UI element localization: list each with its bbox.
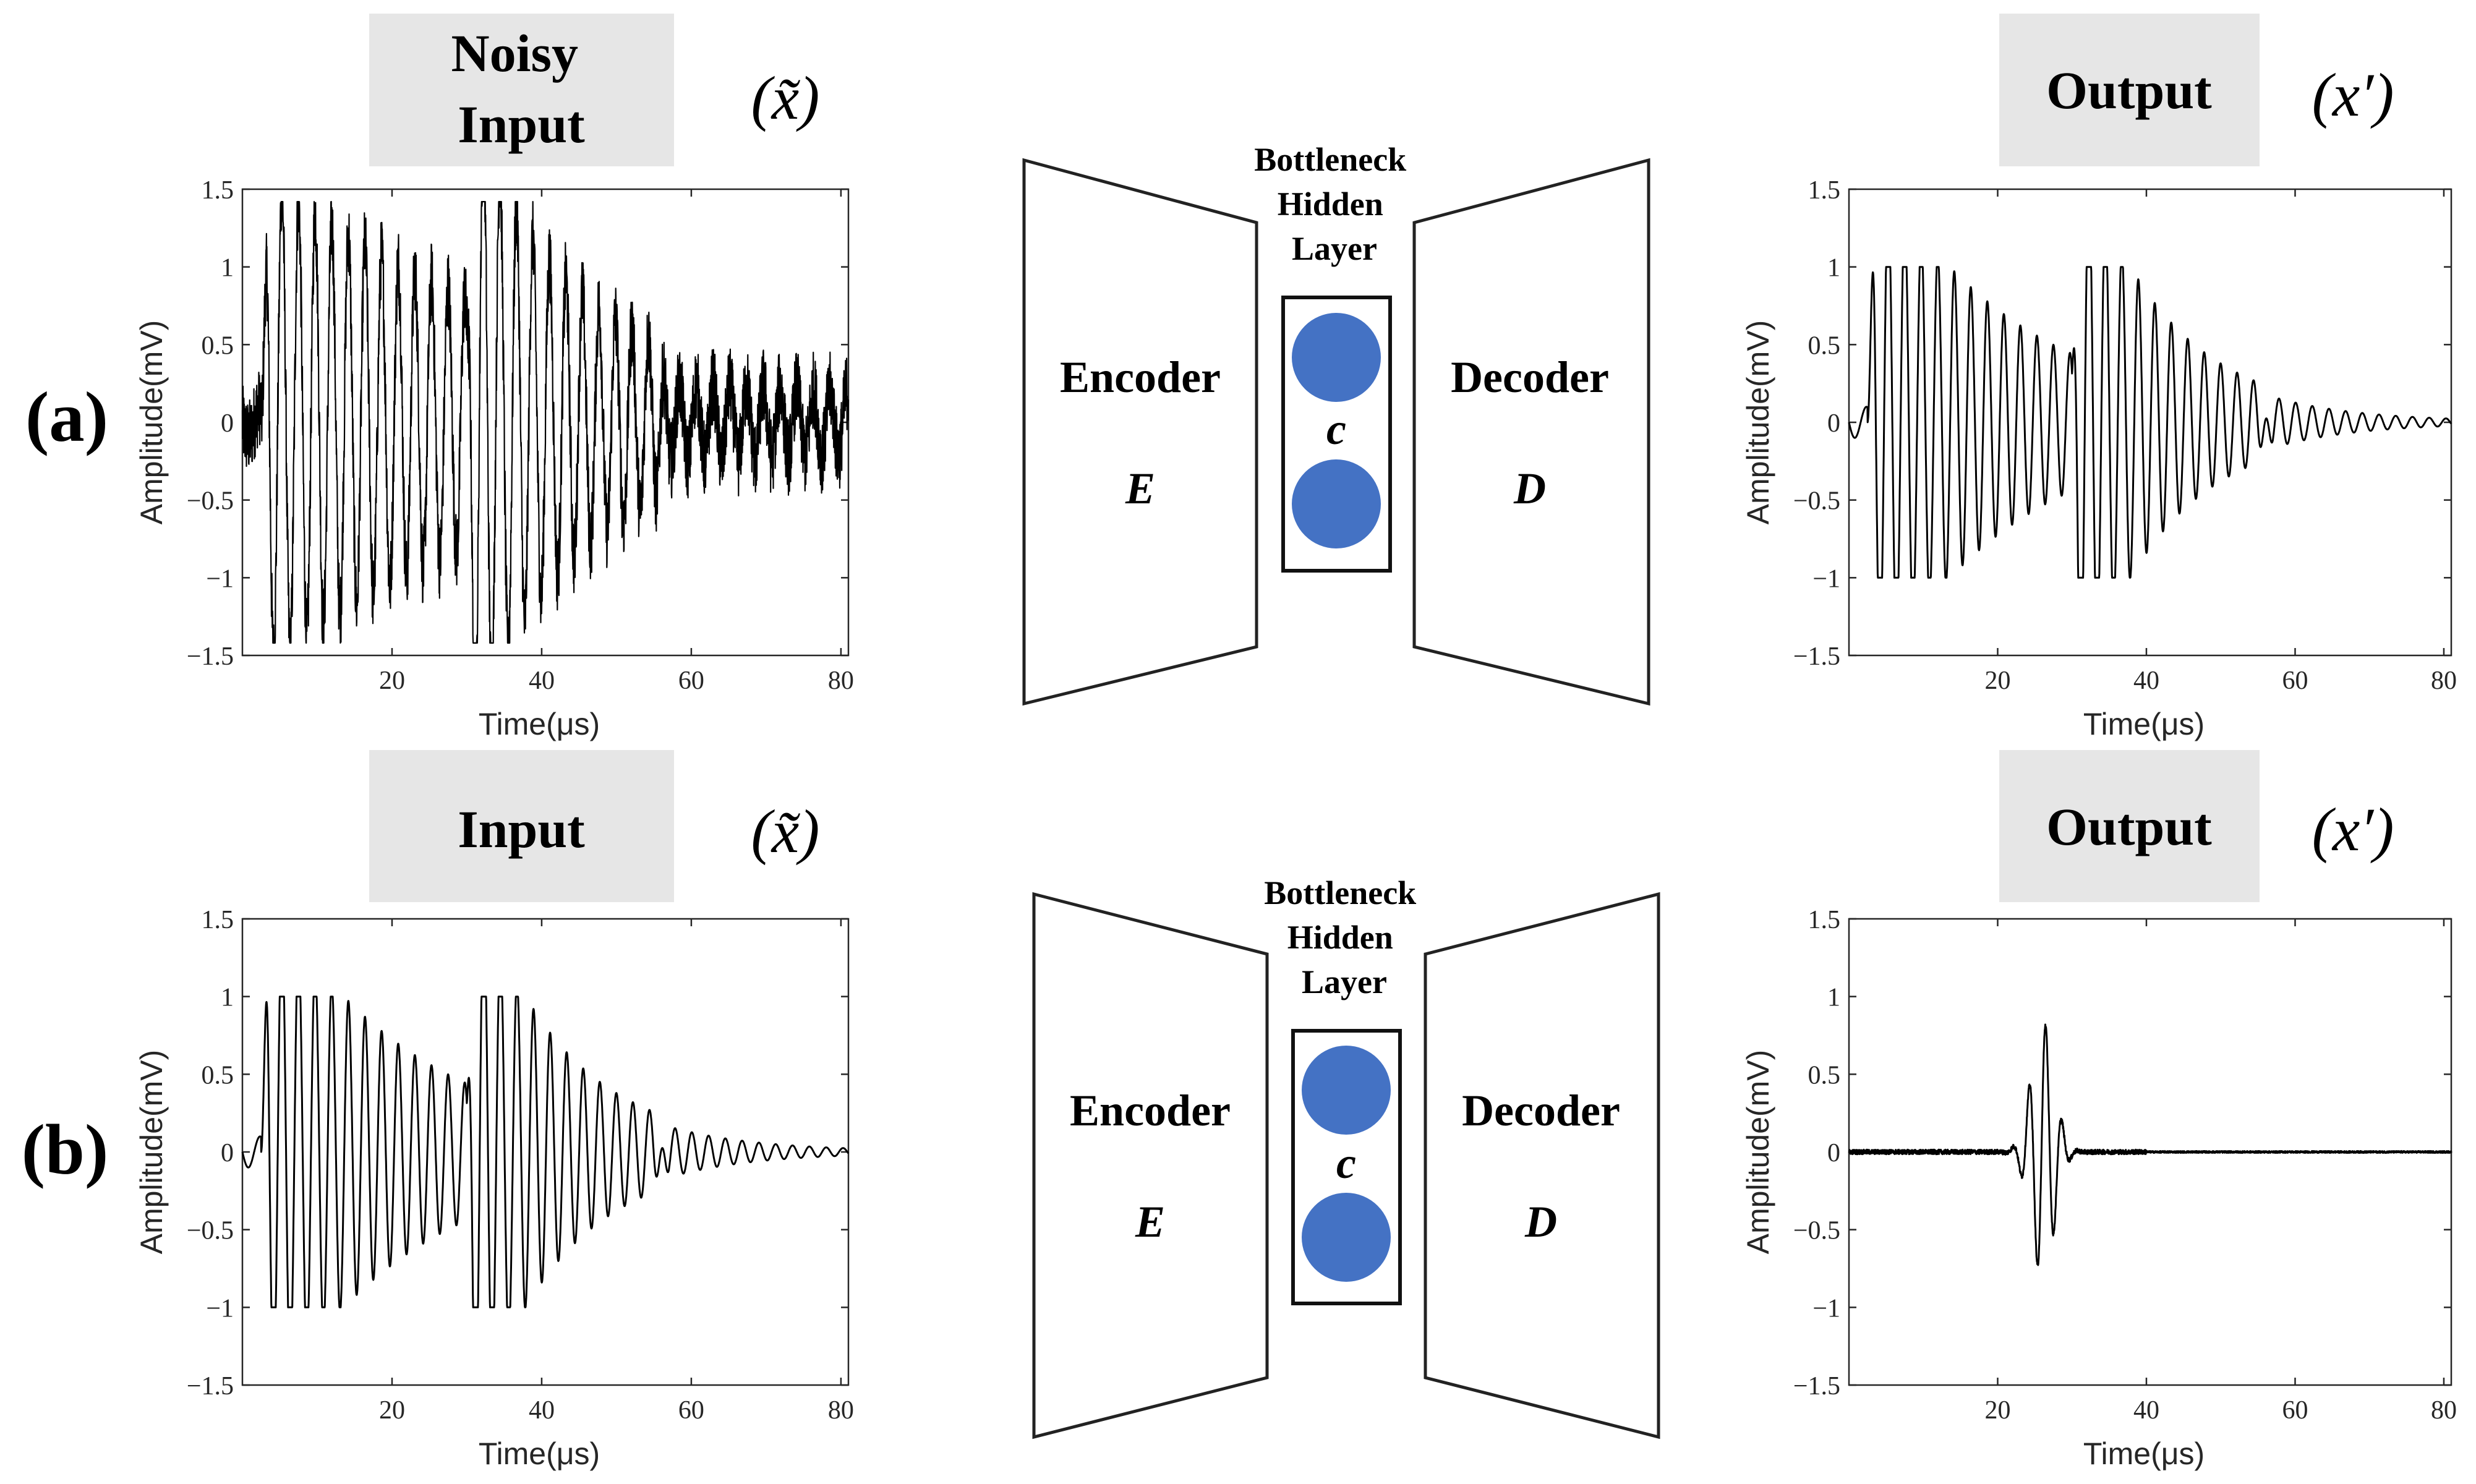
y-tick-label: 1 <box>221 984 234 1012</box>
chart-a-output: −1.5 −1 −0.5 0 0.5 1 1.5 20 40 60 80 Time(μs) Amplit… <box>1741 176 2457 741</box>
x-tick-label: 80 <box>2431 1396 2457 1425</box>
panel-label-a: (a) <box>25 378 108 456</box>
decoder-shape-b <box>1424 892 1660 1439</box>
y-axis-label: Amplitude(mV) <box>1741 320 1775 525</box>
x-tick-label: 60 <box>678 1396 704 1425</box>
y-tick-label: 1.5 <box>1808 176 1841 205</box>
bottleneck-node-1-b <box>1302 1046 1391 1135</box>
decoder-shape-a <box>1412 158 1650 706</box>
y-tick-label: −1 <box>206 565 234 593</box>
input-title-box-b <box>369 750 674 902</box>
y-tick-label: 0 <box>1827 1139 1840 1167</box>
series-line-0 <box>1848 1023 2453 1266</box>
y-tick-label: 0.5 <box>202 331 234 360</box>
decoder-title-a: Decoder <box>1451 352 1609 402</box>
row-a: Noisy Input (x̃) Output (x′) (a) Encoder… <box>25 14 2394 706</box>
y-tick-label: 1.5 <box>1808 906 1841 934</box>
input-title-box-a <box>369 14 674 166</box>
x-tick-label: 80 <box>2431 667 2457 695</box>
input-math-b: (x̃) <box>751 797 820 866</box>
y-tick-label: −1.5 <box>187 642 234 671</box>
y-tick-label: −1.5 <box>1793 642 1840 671</box>
x-tick-label: 60 <box>678 667 704 695</box>
encoder-title-b: Encoder <box>1070 1086 1231 1135</box>
chart-b-output: −1.5 −1 −0.5 0 0.5 1 1.5 20 40 60 80 Time(μs) Amplit… <box>1741 906 2457 1471</box>
y-tick-label: −1 <box>1812 565 1840 593</box>
y-tick-label: 1 <box>221 254 234 283</box>
y-tick-label: 1.5 <box>202 906 234 934</box>
row-b: Input (x̃) Output (x′) (b) Encoder E Dec… <box>22 750 2394 1439</box>
y-tick-label: −0.5 <box>1793 1217 1840 1245</box>
series-line-0 <box>241 996 850 1308</box>
y-tick-label: 0.5 <box>202 1061 234 1090</box>
bottleneck-node-2-a <box>1292 459 1381 548</box>
input-math-a: (x̃) <box>751 64 820 132</box>
x-tick-label: 40 <box>2133 1396 2159 1425</box>
y-tick-label: 1.5 <box>202 176 234 205</box>
output-math-a: (x′) <box>2312 61 2394 129</box>
output-title-b: Output <box>2046 797 2212 856</box>
y-tick-label: −1.5 <box>187 1372 234 1401</box>
x-tick-label: 80 <box>828 667 854 695</box>
y-tick-label: 1 <box>1827 984 1840 1012</box>
y-axis-label: Amplitude(mV) <box>1741 1050 1775 1255</box>
x-tick-label: 40 <box>2133 667 2159 695</box>
x-axis-label: Time(μs) <box>2083 707 2205 741</box>
chart-a-input: −1.5 −1 −0.5 0 0.5 1 1.5 20 40 60 80 Time(μs) Amplit… <box>134 176 854 741</box>
series-line-0 <box>241 201 850 644</box>
x-tick-label: 40 <box>529 1396 555 1425</box>
x-tick-label: 20 <box>379 1396 405 1425</box>
y-tick-label: 0 <box>221 1139 234 1167</box>
x-tick-label: 60 <box>2282 667 2308 695</box>
x-tick-label: 80 <box>828 1396 854 1425</box>
bottleneck-code-b: c <box>1336 1138 1356 1188</box>
x-tick-label: 60 <box>2282 1396 2308 1425</box>
decoder-title-b: Decoder <box>1462 1086 1620 1135</box>
bottleneck-code-a: c <box>1326 404 1346 454</box>
y-axis-label: Amplitude(mV) <box>134 320 169 525</box>
output-title-box-a <box>1999 14 2260 166</box>
chart-b-input: −1.5 −1 −0.5 0 0.5 1 1.5 20 40 60 80 Time(μs) Amplit… <box>134 906 854 1471</box>
x-tick-label: 20 <box>1984 1396 2010 1425</box>
encoder-symbol-b: E <box>1135 1197 1165 1247</box>
y-tick-label: −1.5 <box>1793 1372 1840 1401</box>
y-tick-label: −0.5 <box>187 487 234 516</box>
bottleneck-node-1-a <box>1292 313 1381 402</box>
y-tick-label: −1 <box>206 1294 234 1323</box>
output-math-b: (x′) <box>2312 795 2394 864</box>
encoder-title-a: Encoder <box>1060 352 1221 402</box>
x-tick-label: 40 <box>529 667 555 695</box>
bottleneck-label-b: Bottleneck Hidden Layer <box>1264 874 1424 1000</box>
y-tick-label: 0 <box>1827 409 1840 438</box>
encoder-symbol-a: E <box>1125 464 1155 513</box>
encoder-shape-b <box>1032 892 1269 1439</box>
y-tick-label: 0.5 <box>1808 1061 1841 1090</box>
decoder-symbol-a: D <box>1513 464 1546 513</box>
encoder-shape-a <box>1022 158 1258 706</box>
y-tick-label: −0.5 <box>187 1217 234 1245</box>
y-tick-label: 0 <box>221 409 234 438</box>
x-axis-label: Time(μs) <box>2083 1436 2205 1471</box>
bottleneck-label-a: Bottleneck Hidden Layer <box>1254 141 1414 267</box>
x-tick-label: 20 <box>1984 667 2010 695</box>
y-axis-label: Amplitude(mV) <box>134 1050 169 1255</box>
output-title-box-b <box>1999 750 2260 902</box>
x-tick-label: 20 <box>379 667 405 695</box>
y-tick-label: −1 <box>1812 1294 1840 1323</box>
bottleneck-node-2-b <box>1302 1193 1391 1282</box>
x-axis-label: Time(μs) <box>479 707 600 741</box>
panel-label-b: (b) <box>22 1111 109 1189</box>
decoder-symbol-b: D <box>1524 1197 1557 1247</box>
series-line-0 <box>1848 266 2453 579</box>
x-axis-label: Time(μs) <box>479 1436 600 1471</box>
y-tick-label: −0.5 <box>1793 487 1840 516</box>
output-title-a: Output <box>2046 61 2212 120</box>
input-title-b: Input <box>458 800 585 859</box>
y-tick-label: 1 <box>1827 254 1840 283</box>
y-tick-label: 0.5 <box>1808 331 1841 360</box>
input-title-a: Noisy Input <box>451 23 592 154</box>
